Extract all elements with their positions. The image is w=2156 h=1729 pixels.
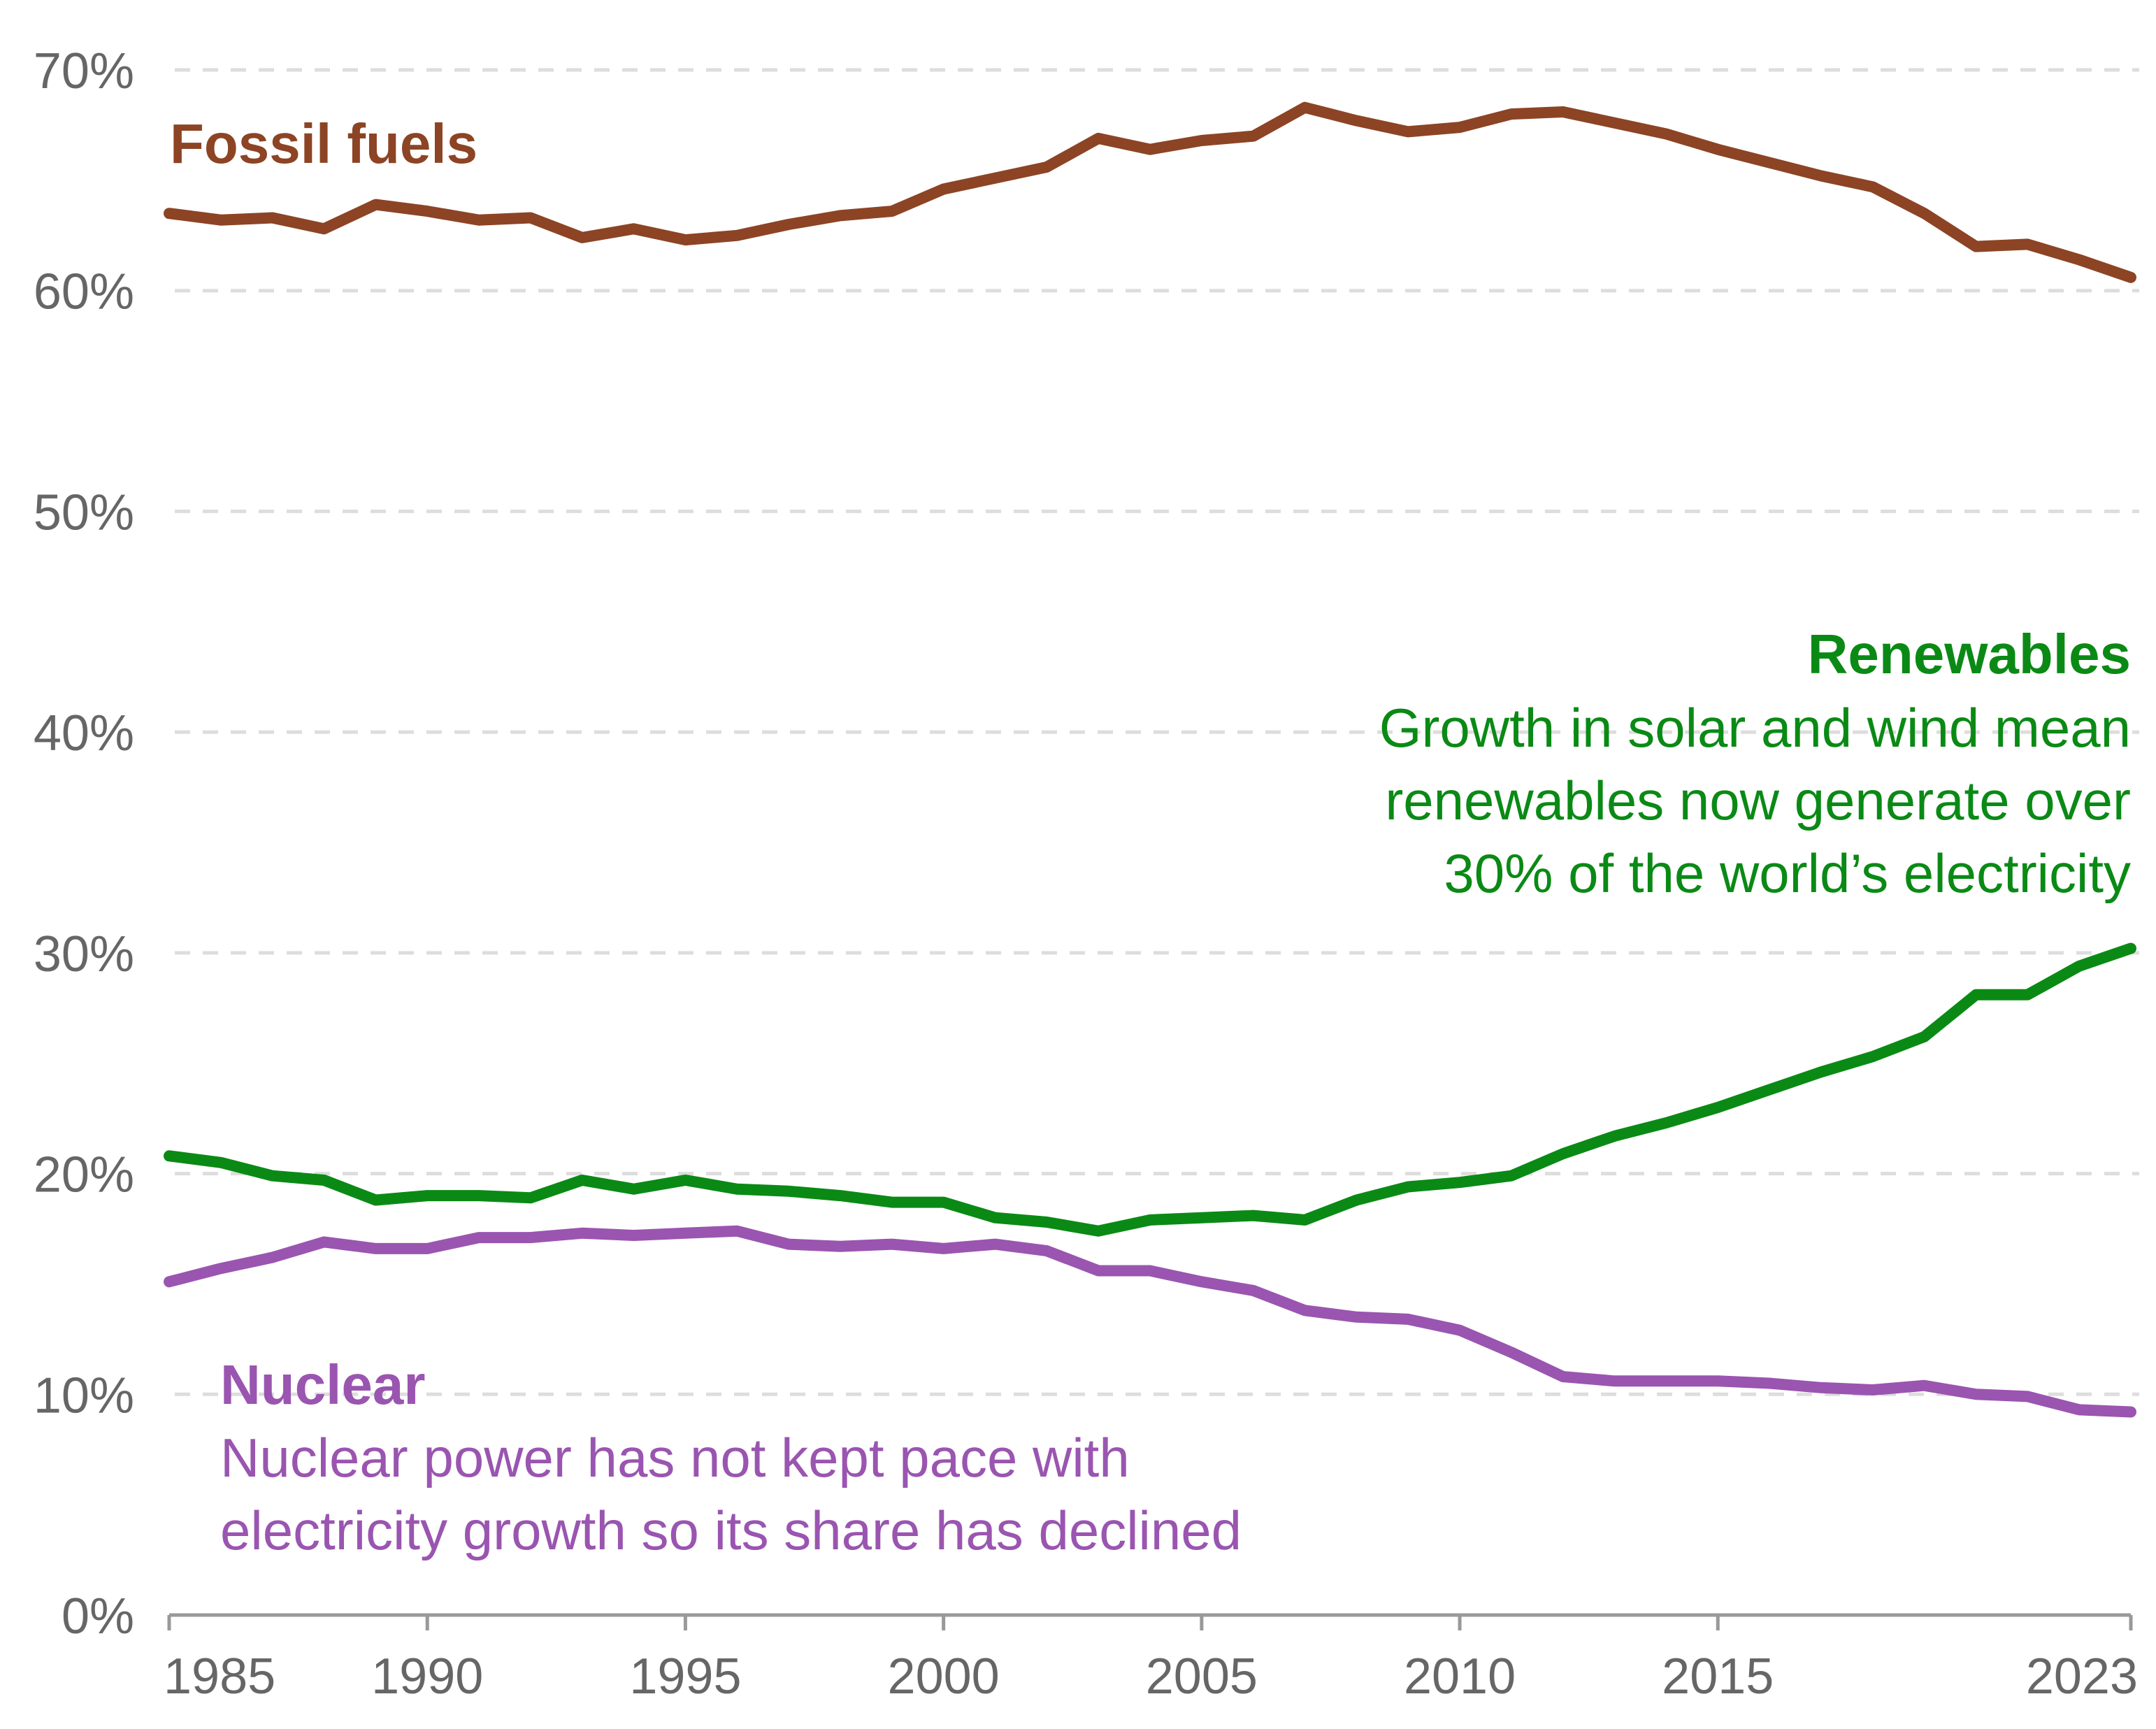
renewables-annotation-line-1: Growth in solar and wind mean (1379, 697, 2131, 759)
y-tick-label: 50% (34, 485, 134, 540)
x-tick-label: 1995 (629, 1649, 741, 1705)
y-tick-label: 30% (34, 926, 134, 982)
nuclear-annotation: Nuclear Nuclear power has not kept pace … (220, 1354, 1242, 1561)
x-tick-label: 2023 (2026, 1649, 2138, 1705)
nuclear-line (164, 1225, 2136, 1418)
renewables-line (164, 942, 2136, 1237)
x-tick-label: 2000 (888, 1649, 1000, 1705)
y-tick-label: 10% (34, 1368, 134, 1423)
x-tick-label: 1985 (164, 1649, 275, 1705)
fossil-line (164, 101, 2136, 283)
x-tick-label: 1990 (371, 1649, 483, 1705)
y-tick-label: 0% (62, 1588, 134, 1644)
x-tick-label: 2010 (1404, 1649, 1516, 1705)
renewables-annotation: Renewables Growth in solar and wind mean… (1379, 623, 2131, 904)
y-tick-label: 70% (34, 43, 134, 99)
renewables-series-label: Renewables (1808, 623, 2131, 685)
nuclear-annotation-line-2: electricity growth so its share has decl… (220, 1500, 1242, 1561)
nuclear-series-label: Nuclear (220, 1354, 425, 1416)
gridlines (175, 68, 2139, 1396)
renewables-annotation-line-2: renewables now generate over (1385, 770, 2131, 831)
y-tick-label: 60% (34, 264, 134, 320)
renewables-annotation-line-3: 30% of the world’s electricity (1444, 842, 2131, 904)
x-tick-label: 2005 (1146, 1649, 1258, 1705)
nuclear-annotation-line-1: Nuclear power has not kept pace with (220, 1427, 1130, 1488)
series-lines (164, 101, 2136, 1418)
y-tick-label: 40% (34, 705, 134, 761)
y-tick-label: 20% (34, 1147, 134, 1203)
x-tick-labels: 1985 1990 1995 2000 2005 2010 2015 2023 (164, 1615, 2138, 1705)
x-tick-label: 2015 (1662, 1649, 1774, 1705)
fossil-series-label: Fossil fuels (170, 113, 477, 175)
y-tick-labels: 0% 10% 20% 30% 40% 50% 60% 70% (34, 43, 134, 1644)
